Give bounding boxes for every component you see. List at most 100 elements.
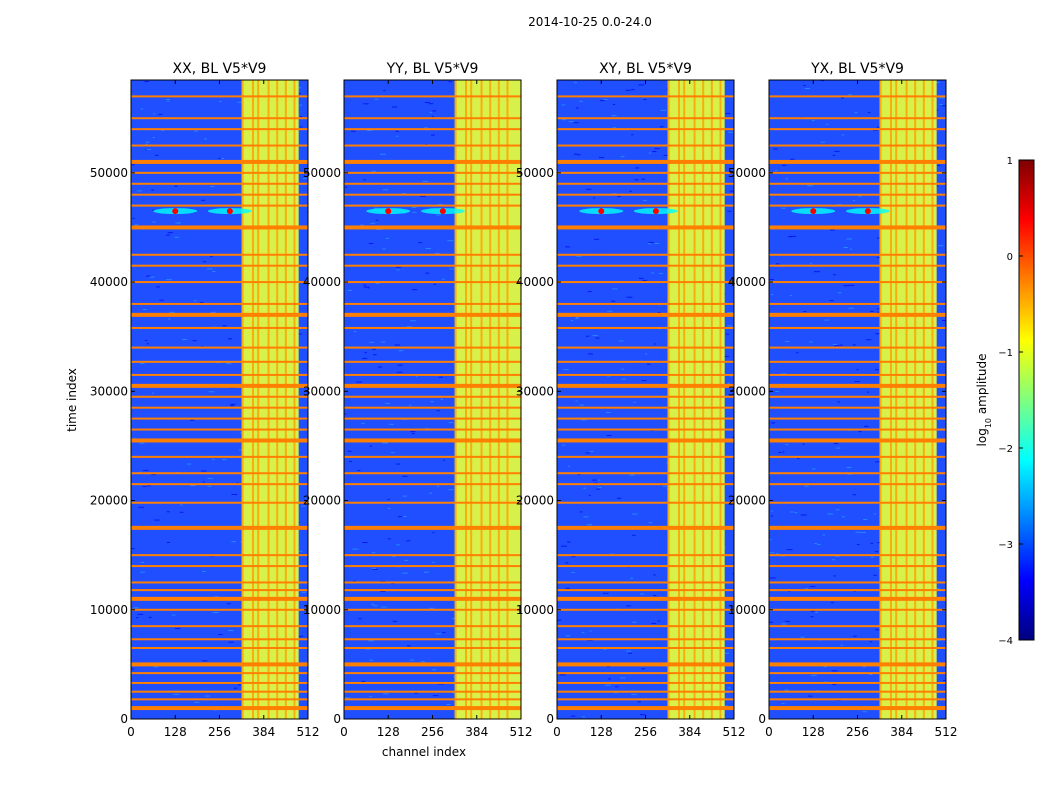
noise-speck xyxy=(625,89,631,91)
noise-speck xyxy=(611,115,617,117)
band-column xyxy=(470,80,473,719)
noise-speck xyxy=(575,317,580,319)
noise-speck xyxy=(869,673,873,675)
noise-speck xyxy=(194,701,200,703)
noise-speck xyxy=(587,639,593,641)
rfi-row xyxy=(344,264,521,267)
noise-speck xyxy=(142,485,147,487)
noise-speck xyxy=(230,403,236,405)
noise-speck xyxy=(418,242,423,244)
band-column xyxy=(914,80,917,719)
noise-speck xyxy=(136,617,139,619)
noise-speck xyxy=(813,271,820,273)
noise-speck xyxy=(218,633,223,635)
noise-speck xyxy=(938,245,944,247)
noise-speck xyxy=(132,217,135,219)
hot-spot xyxy=(598,208,605,215)
noise-speck xyxy=(375,219,379,221)
noise-speck xyxy=(831,670,838,672)
rfi-row xyxy=(557,204,734,207)
noise-speck xyxy=(171,614,176,616)
noise-speck xyxy=(142,309,147,311)
noise-speck xyxy=(424,102,430,104)
rfi-row xyxy=(344,690,521,693)
rfi-row xyxy=(344,253,521,256)
rfi-row xyxy=(769,581,946,584)
noise-speck xyxy=(616,497,622,499)
noise-speck xyxy=(833,575,836,577)
noise-speck xyxy=(362,542,368,544)
y-axis-label: time index xyxy=(65,368,79,432)
noise-speck xyxy=(659,126,664,128)
noise-speck xyxy=(728,131,734,133)
rfi-row xyxy=(344,596,521,601)
noise-speck xyxy=(593,482,598,484)
noise-speck xyxy=(391,106,398,108)
noise-speck xyxy=(367,287,370,289)
panel-title: XY, BL V5*V9 xyxy=(599,61,692,77)
noise-speck xyxy=(145,143,148,145)
colorbar-label-log: log xyxy=(975,428,989,446)
rfi-row xyxy=(344,383,521,388)
rfi-row xyxy=(557,690,734,693)
rfi-row xyxy=(557,455,734,458)
rfi-row xyxy=(769,95,946,98)
rfi-row xyxy=(769,406,946,409)
noise-speck xyxy=(211,458,215,460)
noise-speck xyxy=(131,668,135,670)
noise-speck xyxy=(147,485,151,487)
noise-speck xyxy=(353,580,356,582)
panel-image xyxy=(557,80,734,719)
noise-speck xyxy=(724,355,729,357)
noise-speck xyxy=(770,294,774,296)
noise-speck xyxy=(376,228,382,230)
rfi-row xyxy=(769,681,946,684)
colorbar-label-tail: amplitude xyxy=(975,354,989,418)
noise-speck xyxy=(300,430,305,432)
noise-speck xyxy=(853,590,857,592)
noise-speck xyxy=(860,532,866,534)
rfi-row xyxy=(344,346,521,349)
noise-speck xyxy=(816,690,819,692)
rfi-row xyxy=(557,662,734,667)
noise-speck xyxy=(368,640,375,642)
noise-speck xyxy=(641,380,647,382)
noise-speck xyxy=(161,129,165,131)
noise-speck xyxy=(158,113,163,115)
noise-speck xyxy=(370,603,375,605)
hot-spot xyxy=(439,208,446,215)
band-column xyxy=(489,80,492,719)
noise-speck xyxy=(725,333,730,335)
y-tick-label: 0 xyxy=(333,712,341,726)
rfi-row xyxy=(131,554,308,557)
noise-speck xyxy=(565,562,569,564)
noise-speck xyxy=(356,381,362,383)
x-tick-label: 128 xyxy=(802,725,825,739)
rfi-row xyxy=(344,312,521,317)
noise-speck xyxy=(599,157,605,159)
noise-speck xyxy=(809,262,812,264)
noise-speck xyxy=(631,134,634,136)
rfi-row xyxy=(557,681,734,684)
noise-speck xyxy=(573,153,578,155)
noise-speck xyxy=(864,425,869,427)
noise-speck xyxy=(442,632,446,634)
noise-speck xyxy=(589,450,594,452)
noise-speck xyxy=(151,474,157,476)
noise-speck xyxy=(610,300,616,302)
noise-speck xyxy=(872,129,879,131)
noise-speck xyxy=(369,696,372,698)
noise-speck xyxy=(369,659,374,661)
rfi-row xyxy=(344,483,521,486)
noise-speck xyxy=(597,487,602,489)
rfi-row xyxy=(344,638,521,641)
noise-speck xyxy=(663,154,670,156)
rfi-row xyxy=(344,281,521,284)
y-tick-label: 10000 xyxy=(516,603,554,617)
rfi-row xyxy=(769,672,946,675)
noise-speck xyxy=(438,376,444,378)
noise-speck xyxy=(654,343,657,345)
noise-speck xyxy=(660,109,666,111)
band-column xyxy=(895,80,898,719)
noise-speck xyxy=(306,350,308,352)
